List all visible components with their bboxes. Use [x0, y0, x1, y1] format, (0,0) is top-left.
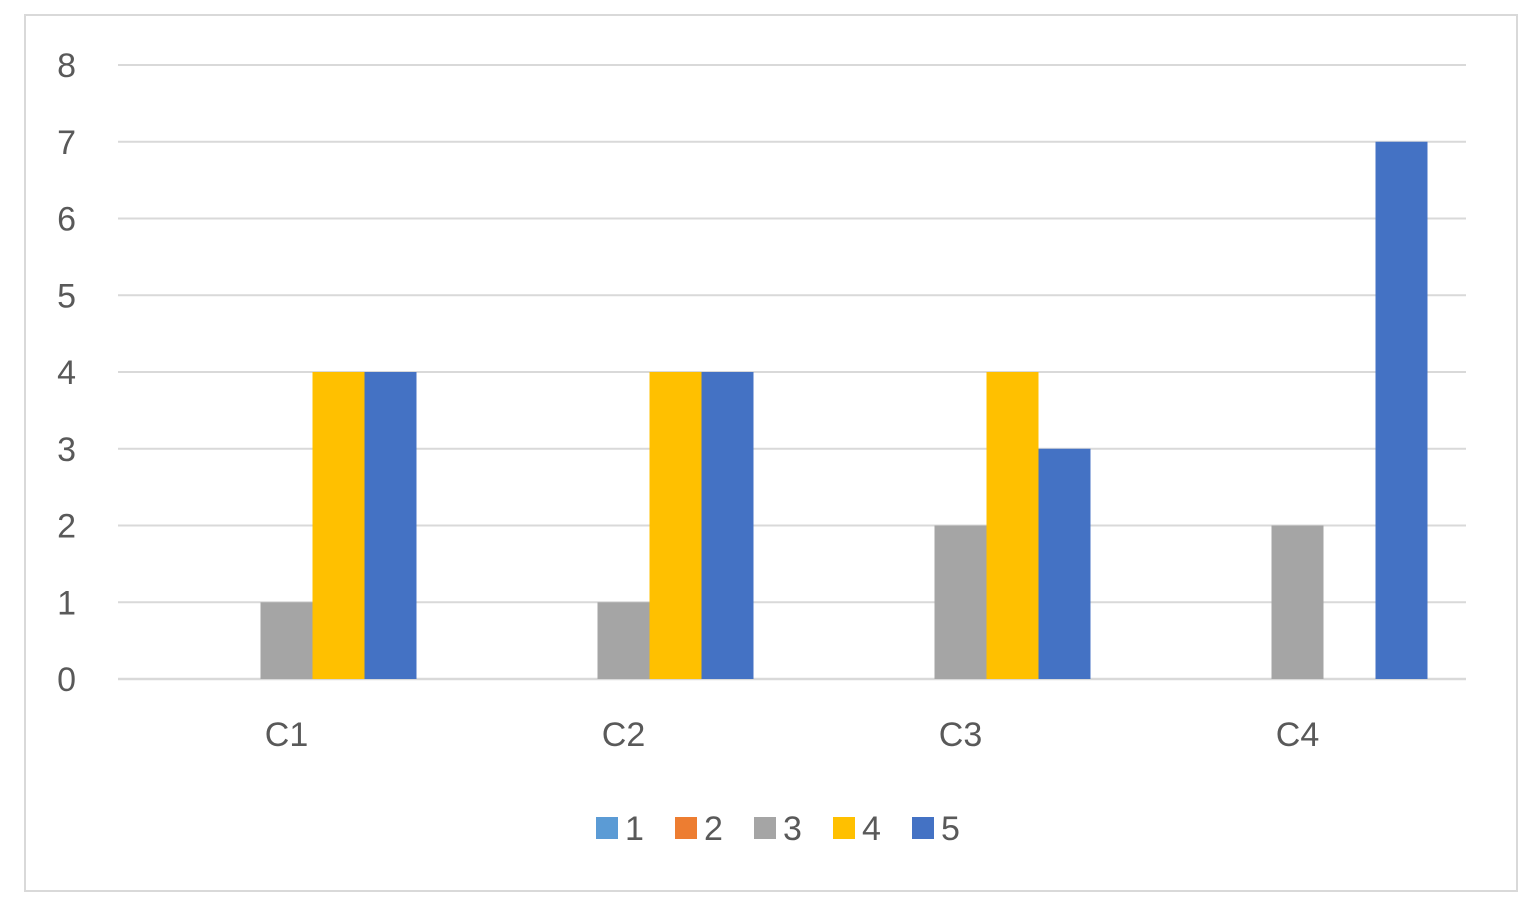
bar-c4-series-3 [1271, 525, 1324, 679]
y-tick-label: 0 [57, 661, 76, 699]
legend-item-3: 3 [754, 810, 802, 848]
bar-c2-series-4 [649, 372, 702, 679]
legend-item-5: 5 [912, 810, 960, 848]
bar-c1-series-5 [364, 372, 417, 679]
x-category-label: C1 [265, 716, 308, 754]
legend-item-4: 4 [833, 810, 881, 848]
bars [260, 141, 1428, 679]
bar-c1-series-3 [260, 602, 313, 679]
legend-swatch [833, 817, 855, 839]
y-tick-label: 3 [57, 431, 76, 469]
y-tick-label: 4 [57, 354, 76, 392]
y-tick-label: 2 [57, 508, 76, 546]
legend-swatch [754, 817, 776, 839]
bar-c1-series-4 [312, 372, 365, 679]
chart-frame [24, 14, 1518, 892]
bar-c2-series-3 [597, 602, 650, 679]
legend-item-1: 1 [596, 810, 644, 848]
x-category-label: C3 [939, 716, 982, 754]
legend-label: 3 [783, 810, 802, 848]
legend-item-2: 2 [675, 810, 723, 848]
legend: 1 2 3 4 5 [596, 810, 960, 848]
y-axis-tick-labels: 0 1 2 3 4 5 6 7 8 [57, 47, 76, 699]
y-tick-label: 7 [57, 124, 76, 162]
x-category-label: C4 [1276, 716, 1319, 754]
bar-c4-series-5 [1375, 141, 1428, 679]
x-category-label: C2 [602, 716, 645, 754]
y-tick-label: 5 [57, 277, 76, 315]
legend-label: 5 [941, 810, 960, 848]
y-tick-label: 6 [57, 201, 76, 239]
legend-label: 2 [704, 810, 723, 848]
y-tick-label: 1 [57, 584, 76, 622]
legend-swatch [596, 817, 618, 839]
legend-label: 1 [625, 810, 644, 848]
legend-swatch [912, 817, 934, 839]
legend-label: 4 [862, 810, 881, 848]
x-axis-category-labels: C1 C2 C3 C4 [265, 716, 1319, 754]
y-tick-label: 8 [57, 47, 76, 85]
bar-c2-series-5 [701, 372, 754, 679]
bar-c3-series-4 [986, 372, 1039, 679]
bar-c3-series-3 [934, 525, 987, 679]
bar-c3-series-5 [1038, 448, 1091, 679]
legend-swatch [675, 817, 697, 839]
